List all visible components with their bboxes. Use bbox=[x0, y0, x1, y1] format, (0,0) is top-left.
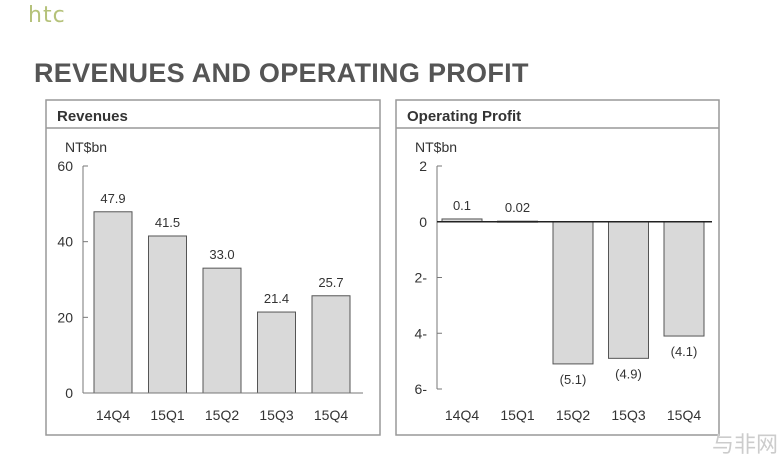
revenue-x-label: 14Q4 bbox=[96, 407, 130, 423]
profit-data-label: (5.1) bbox=[560, 372, 587, 387]
revenue-data-label: 25.7 bbox=[318, 275, 343, 290]
profit-unit-label: NT$bn bbox=[415, 139, 457, 155]
profit-y-tick-label: 2- bbox=[415, 270, 428, 286]
profit-y-tick-label: 2 bbox=[419, 158, 427, 174]
revenue-bar-14Q4 bbox=[93, 211, 133, 394]
profit-x-label: 15Q2 bbox=[556, 407, 590, 423]
revenue-bar-15Q2 bbox=[202, 267, 242, 394]
revenue-y-tick-label: 40 bbox=[57, 234, 73, 250]
revenue-unit-label: NT$bn bbox=[65, 139, 107, 155]
revenue-y-tick-label: 20 bbox=[57, 309, 73, 325]
revenue-data-label: 33.0 bbox=[209, 247, 234, 262]
profit-data-label: (4.9) bbox=[615, 366, 642, 381]
watermark-text: 与非网 bbox=[712, 432, 778, 455]
revenue-data-label: 47.9 bbox=[100, 191, 125, 206]
revenue-bar-15Q4 bbox=[311, 295, 351, 394]
revenue-data-label: 21.4 bbox=[264, 291, 289, 306]
profit-bar-15Q3 bbox=[608, 221, 649, 359]
profit-x-label: 14Q4 bbox=[445, 407, 479, 423]
profit-bar-15Q4 bbox=[663, 221, 705, 337]
slide-title: REVENUES AND OPERATING PROFIT bbox=[34, 58, 529, 88]
revenue-x-label: 15Q3 bbox=[259, 407, 293, 423]
profit-data-label: 0.02 bbox=[505, 200, 530, 215]
revenue-x-label: 15Q1 bbox=[150, 407, 184, 423]
profit-data-label: 0.1 bbox=[453, 198, 471, 213]
profit-x-label: 15Q3 bbox=[611, 407, 645, 423]
htc-logo: htc bbox=[28, 3, 66, 28]
profit-x-label: 15Q1 bbox=[500, 407, 534, 423]
profit-y-tick-label: 6- bbox=[415, 381, 428, 397]
revenue-y-tick-label: 0 bbox=[65, 385, 73, 401]
revenue-x-label: 15Q2 bbox=[205, 407, 239, 423]
profit-panel-title: Operating Profit bbox=[407, 108, 521, 125]
revenue-bar-15Q1 bbox=[148, 235, 187, 394]
profit-data-label: (4.1) bbox=[671, 344, 698, 359]
revenue-bar-15Q3 bbox=[257, 311, 296, 394]
profit-y-tick-label: 4- bbox=[415, 325, 428, 341]
profit-bar-15Q2 bbox=[552, 221, 594, 365]
revenue-x-label: 15Q4 bbox=[314, 407, 348, 423]
revenue-data-label: 41.5 bbox=[155, 215, 180, 230]
profit-y-tick-label: 0 bbox=[419, 214, 427, 230]
revenue-y-tick-label: 60 bbox=[57, 158, 73, 174]
profit-x-label: 15Q4 bbox=[667, 407, 701, 423]
revenue-panel-title: Revenues bbox=[57, 108, 128, 125]
